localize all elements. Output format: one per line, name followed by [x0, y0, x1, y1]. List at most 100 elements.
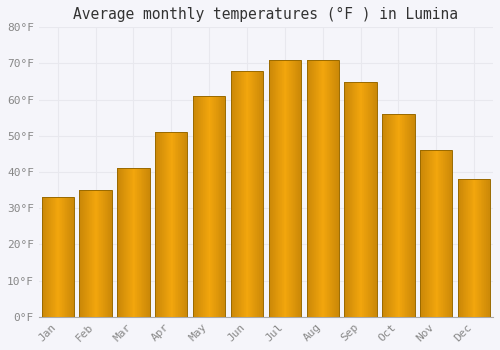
- Bar: [346, 82, 347, 317]
- Bar: [222, 96, 224, 317]
- Bar: [467, 179, 468, 317]
- Bar: [62, 197, 63, 317]
- Bar: [449, 150, 450, 317]
- Bar: [312, 60, 313, 317]
- Bar: [458, 179, 460, 317]
- Bar: [426, 150, 428, 317]
- Bar: [206, 96, 208, 317]
- Bar: [177, 132, 178, 317]
- Bar: [334, 60, 335, 317]
- Bar: [82, 190, 83, 317]
- Bar: [269, 60, 301, 317]
- Bar: [146, 168, 147, 317]
- Bar: [434, 150, 435, 317]
- Bar: [163, 132, 164, 317]
- Bar: [293, 60, 294, 317]
- Bar: [288, 60, 290, 317]
- Bar: [186, 132, 188, 317]
- Bar: [475, 179, 476, 317]
- Bar: [133, 168, 134, 317]
- Bar: [95, 190, 96, 317]
- Bar: [106, 190, 107, 317]
- Bar: [374, 82, 375, 317]
- Bar: [282, 60, 283, 317]
- Bar: [392, 114, 394, 317]
- Bar: [258, 71, 260, 317]
- Bar: [118, 168, 120, 317]
- Bar: [242, 71, 243, 317]
- Bar: [250, 71, 251, 317]
- Bar: [212, 96, 213, 317]
- Bar: [388, 114, 389, 317]
- Bar: [450, 150, 451, 317]
- Bar: [128, 168, 129, 317]
- Bar: [130, 168, 131, 317]
- Bar: [451, 150, 452, 317]
- Bar: [159, 132, 160, 317]
- Bar: [220, 96, 221, 317]
- Bar: [470, 179, 471, 317]
- Bar: [308, 60, 310, 317]
- Bar: [109, 190, 110, 317]
- Bar: [421, 150, 422, 317]
- Bar: [332, 60, 333, 317]
- Bar: [167, 132, 168, 317]
- Bar: [270, 60, 272, 317]
- Bar: [102, 190, 104, 317]
- Bar: [73, 197, 74, 317]
- Bar: [141, 168, 142, 317]
- Bar: [460, 179, 462, 317]
- Bar: [309, 60, 310, 317]
- Bar: [86, 190, 88, 317]
- Bar: [210, 96, 211, 317]
- Bar: [90, 190, 91, 317]
- Bar: [431, 150, 432, 317]
- Bar: [413, 114, 414, 317]
- Bar: [354, 82, 355, 317]
- Bar: [127, 168, 128, 317]
- Bar: [42, 197, 74, 317]
- Bar: [344, 82, 345, 317]
- Bar: [111, 190, 112, 317]
- Bar: [300, 60, 301, 317]
- Bar: [420, 150, 421, 317]
- Bar: [402, 114, 403, 317]
- Bar: [365, 82, 366, 317]
- Bar: [207, 96, 208, 317]
- Bar: [61, 197, 62, 317]
- Bar: [408, 114, 409, 317]
- Bar: [390, 114, 392, 317]
- Bar: [318, 60, 319, 317]
- Bar: [248, 71, 249, 317]
- Bar: [236, 71, 238, 317]
- Bar: [56, 197, 57, 317]
- Bar: [284, 60, 285, 317]
- Bar: [317, 60, 318, 317]
- Bar: [336, 60, 337, 317]
- Bar: [195, 96, 196, 317]
- Bar: [65, 197, 66, 317]
- Bar: [249, 71, 250, 317]
- Bar: [363, 82, 364, 317]
- Bar: [149, 168, 150, 317]
- Bar: [143, 168, 144, 317]
- Bar: [287, 60, 288, 317]
- Bar: [193, 96, 194, 317]
- Bar: [481, 179, 482, 317]
- Bar: [96, 190, 97, 317]
- Bar: [70, 197, 72, 317]
- Bar: [145, 168, 146, 317]
- Bar: [351, 82, 352, 317]
- Bar: [345, 82, 346, 317]
- Bar: [180, 132, 181, 317]
- Bar: [478, 179, 480, 317]
- Bar: [373, 82, 374, 317]
- Bar: [398, 114, 399, 317]
- Bar: [254, 71, 256, 317]
- Bar: [400, 114, 401, 317]
- Bar: [401, 114, 402, 317]
- Bar: [201, 96, 202, 317]
- Bar: [371, 82, 372, 317]
- Bar: [313, 60, 314, 317]
- Bar: [424, 150, 425, 317]
